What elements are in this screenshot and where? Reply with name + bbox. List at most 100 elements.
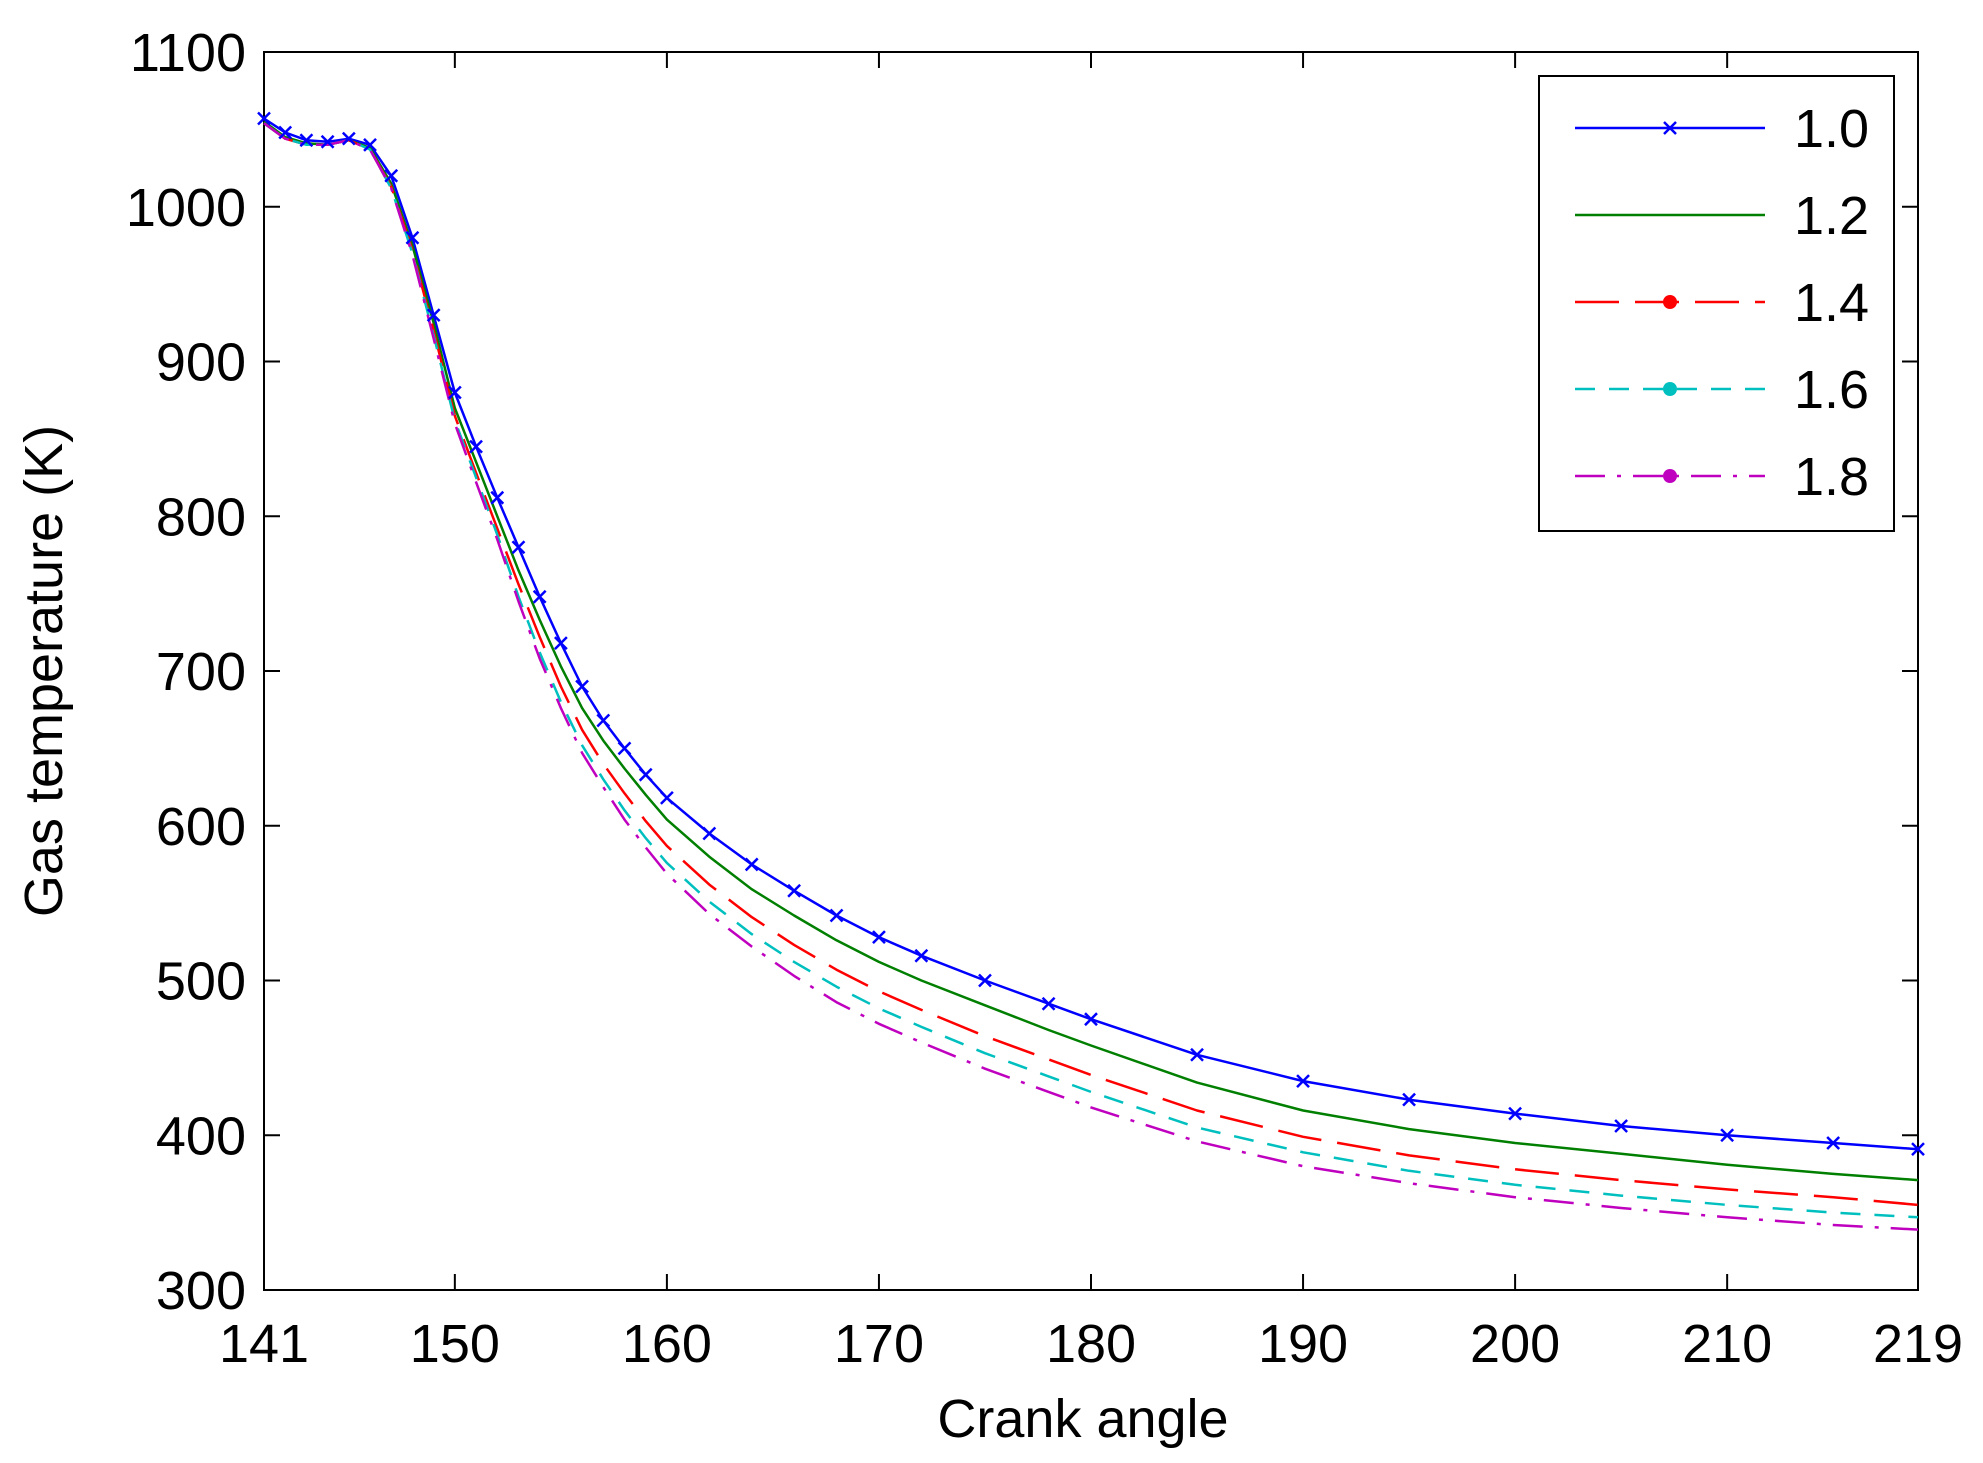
legend-label: 1.6 — [1794, 360, 1869, 420]
marker-stroke — [299, 133, 314, 148]
marker-stroke — [575, 679, 589, 694]
marker-stroke — [278, 125, 293, 140]
data-point-1.0 — [1296, 1074, 1310, 1088]
marker-stroke — [638, 767, 653, 782]
marker-stroke — [829, 908, 844, 923]
data-point-1.0 — [405, 230, 420, 245]
marker-stroke — [1084, 1012, 1098, 1027]
data-point-1.0 — [744, 857, 759, 872]
data-point-1.0 — [1911, 1142, 1925, 1157]
data-point-1.0 — [257, 111, 271, 126]
data-point-1.0 — [829, 908, 844, 923]
legend-label: 1.0 — [1794, 99, 1869, 159]
legend-label: 1.4 — [1794, 273, 1869, 333]
marker-stroke — [511, 540, 526, 555]
data-point-1.0 — [660, 791, 674, 805]
data-point-1.0 — [278, 125, 293, 140]
legend-marker-1.4 — [1663, 295, 1677, 309]
legend-marker-1.0 — [1663, 121, 1677, 135]
x-tick-label: 190 — [1258, 1314, 1348, 1374]
data-point-1.0 — [469, 439, 483, 454]
legend-label: 1.2 — [1794, 186, 1869, 246]
y-tick-label: 1000 — [126, 178, 246, 238]
y-tick-label: 500 — [156, 952, 246, 1012]
data-point-1.0 — [553, 636, 568, 651]
marker-stroke — [363, 137, 377, 152]
y-tick-label: 800 — [156, 487, 246, 547]
marker-stroke — [1826, 1136, 1841, 1150]
marker-stroke — [702, 826, 717, 841]
series-group — [257, 111, 1925, 1231]
marker-stroke — [914, 948, 929, 963]
marker-stroke — [787, 883, 802, 898]
marker-stroke — [978, 973, 992, 988]
y-tick-label: 400 — [156, 1106, 246, 1166]
data-point-1.0 — [914, 948, 929, 963]
legend-label: 1.8 — [1794, 447, 1869, 507]
series-line-1.4 — [263, 122, 1919, 1207]
marker-stroke — [1720, 1128, 1735, 1143]
data-point-1.0 — [787, 883, 802, 898]
x-tick-label: 170 — [834, 1314, 924, 1374]
y-tick-label: 700 — [156, 642, 246, 702]
data-point-1.0 — [1084, 1012, 1098, 1027]
marker-stroke — [405, 230, 420, 245]
data-point-1.0 — [617, 741, 632, 756]
marker-stroke — [532, 589, 547, 604]
data-point-1.0 — [978, 973, 992, 988]
legend-box — [1538, 75, 1895, 532]
data-point-1.0 — [532, 589, 547, 604]
data-point-1.0 — [511, 540, 526, 555]
marker-stroke — [596, 713, 611, 728]
data-point-1.0 — [596, 713, 611, 728]
marker-stroke — [1508, 1106, 1522, 1121]
marker-stroke — [447, 385, 462, 400]
marker-stroke — [1041, 996, 1056, 1011]
data-point-1.0 — [384, 168, 399, 183]
data-point-1.0 — [363, 137, 377, 152]
x-tick-label: 141 — [219, 1314, 309, 1374]
series-line-1.2 — [263, 120, 1919, 1182]
axis-ticks: 141 150 160 170 180 190 200 210 219 300 400 500 600 7… — [126, 23, 1963, 1374]
data-point-1.0 — [1614, 1119, 1629, 1133]
data-point-1.0 — [702, 826, 717, 841]
data-point-1.0 — [638, 767, 653, 782]
marker-stroke — [1402, 1092, 1416, 1107]
data-point-1.0 — [341, 131, 356, 146]
marker-stroke — [872, 930, 886, 945]
marker-stroke — [320, 134, 335, 149]
marker-stroke — [617, 741, 632, 756]
marker-stroke — [341, 131, 356, 146]
marker-stroke — [660, 791, 674, 805]
marker-stroke — [257, 111, 271, 126]
data-point-1.0 — [1402, 1092, 1416, 1107]
marker-stroke — [1296, 1074, 1310, 1088]
x-tick-label: 150 — [410, 1314, 500, 1374]
x-tick-label: 180 — [1046, 1314, 1136, 1374]
y-tick-label: 900 — [156, 333, 246, 393]
data-point-1.0 — [320, 134, 335, 149]
marker-stroke — [426, 308, 441, 322]
data-point-1.0 — [426, 308, 441, 322]
marker-stroke — [1614, 1119, 1629, 1133]
marker-stroke — [1190, 1047, 1204, 1062]
data-point-1.0 — [490, 490, 505, 505]
data-point-1.0 — [575, 679, 589, 694]
data-point-1.0 — [1826, 1136, 1841, 1150]
marker-stroke — [1911, 1142, 1925, 1157]
x-tick-label: 200 — [1470, 1314, 1560, 1374]
legend-marker-1.8 — [1663, 469, 1677, 483]
marker-stroke — [384, 168, 399, 183]
data-point-1.0 — [299, 133, 314, 148]
series-line-1.8 — [263, 122, 1919, 1231]
x-axis-title: Crank angle — [937, 1389, 1228, 1449]
legend-marker-1.6 — [1663, 382, 1677, 396]
y-tick-label: 600 — [156, 797, 246, 857]
data-point-1.0 — [1720, 1128, 1735, 1143]
marker-stroke — [469, 439, 483, 454]
legend: 1.0 1.2 1.4 1.6 1.8 — [1538, 75, 1895, 532]
y-tick-label: 1100 — [130, 23, 246, 83]
data-point-1.0 — [1041, 996, 1056, 1011]
marker-stroke — [490, 490, 505, 505]
